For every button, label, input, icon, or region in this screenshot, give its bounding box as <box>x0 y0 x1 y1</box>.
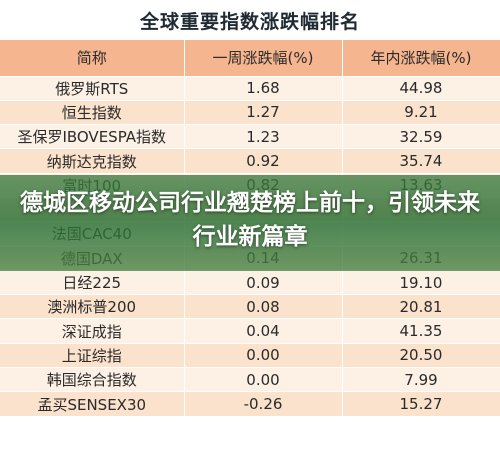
header-week-change: 一周涨跌幅(%) <box>184 40 343 77</box>
ytd-change-cell: 20.50 <box>342 343 500 369</box>
index-name-cell: 孟买SENSEX30 <box>0 391 185 417</box>
table-row: 孟买SENSEX30 -0.26 15.27 <box>0 391 500 417</box>
index-name-cell: 恒生指数 <box>0 100 185 126</box>
ytd-change-cell: 44.98 <box>342 76 500 101</box>
ytd-change-cell: 9.21 <box>342 100 500 126</box>
table-row: 圣保罗IBOVESPA指数 1.23 32.59 <box>0 124 500 150</box>
ytd-change-cell: 7.99 <box>342 367 500 393</box>
index-name-cell: 纳斯达克指数 <box>0 148 185 174</box>
ytd-change-cell: 35.74 <box>342 148 500 174</box>
week-change-cell: 0.08 <box>184 294 343 320</box>
headline-text: 德城区移动公司行业翘楚榜上前十，引领未来行业新篇章 <box>20 190 480 250</box>
table-row: 日经225 0.09 19.10 <box>0 270 500 296</box>
table-row: 俄罗斯RTS 1.68 44.98 <box>0 76 500 101</box>
table-row: 韩国综合指数 0.00 7.99 <box>0 367 500 393</box>
header-name: 简称 <box>0 40 185 77</box>
week-change-cell: -0.26 <box>184 391 343 417</box>
table-row: 纳斯达克指数 0.92 35.74 <box>0 148 500 174</box>
index-name-cell: 澳洲标普200 <box>0 294 185 320</box>
ytd-change-cell: 41.35 <box>342 318 500 344</box>
table-row: 深证成指 0.04 41.35 <box>0 318 500 344</box>
table-row: 上证综指 0.00 20.50 <box>0 343 500 369</box>
header-ytd-change: 年内涨跌幅(%) <box>342 40 500 77</box>
index-name-cell: 韩国综合指数 <box>0 367 185 393</box>
week-change-cell: 0.04 <box>184 318 343 344</box>
table-title: 全球重要指数涨跌幅排名 <box>139 10 360 33</box>
week-change-cell: 1.68 <box>184 76 343 101</box>
table-title-bar: 全球重要指数涨跌幅排名 <box>0 0 500 40</box>
ytd-change-cell: 32.59 <box>342 124 500 150</box>
ytd-change-cell: 15.27 <box>342 391 500 417</box>
ytd-change-cell: 19.10 <box>342 270 500 296</box>
index-name-cell: 俄罗斯RTS <box>0 76 185 101</box>
table-header-row: 简称 一周涨跌幅(%) 年内涨跌幅(%) <box>0 40 500 77</box>
index-name-cell: 上证综指 <box>0 343 185 369</box>
index-name-cell: 日经225 <box>0 270 185 296</box>
week-change-cell: 1.27 <box>184 100 343 126</box>
week-change-cell: 1.23 <box>184 124 343 150</box>
ytd-change-cell: 20.81 <box>342 294 500 320</box>
week-change-cell: 0.00 <box>184 343 343 369</box>
index-name-cell: 圣保罗IBOVESPA指数 <box>0 124 185 150</box>
table-row: 澳洲标普200 0.08 20.81 <box>0 294 500 320</box>
headline-overlay-band <box>0 175 500 271</box>
index-name-cell: 深证成指 <box>0 318 185 344</box>
week-change-cell: 0.09 <box>184 270 343 296</box>
table-row: 恒生指数 1.27 9.21 <box>0 100 500 126</box>
week-change-cell: 0.92 <box>184 148 343 174</box>
week-change-cell: 0.00 <box>184 367 343 393</box>
